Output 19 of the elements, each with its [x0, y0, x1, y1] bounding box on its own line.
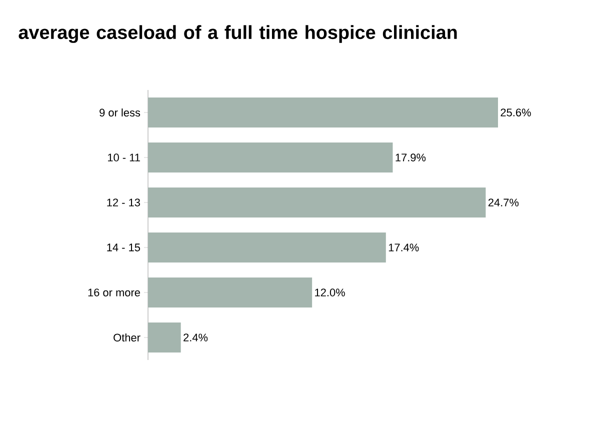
data-label: 17.9% [396, 154, 426, 162]
y-tick-label: 16 or more [88, 288, 140, 296]
y-tick-label: 12 - 13 [107, 198, 140, 206]
data-label: 25.6% [500, 108, 531, 116]
y-tick-label: 10 - 11 [108, 154, 140, 162]
bar [148, 277, 312, 308]
chart-title: average caseload of a full time hospice clinician [18, 25, 457, 43]
bar [148, 232, 386, 262]
data-label: 12.0% [315, 288, 345, 296]
bar [148, 97, 498, 128]
y-tick-label: Other [114, 333, 140, 342]
bar [148, 142, 393, 172]
data-label: 17.4% [388, 244, 419, 252]
y-tick-label: 14 - 15 [107, 244, 140, 252]
bar [148, 187, 486, 218]
data-label: 2.4% [184, 334, 208, 342]
y-tick-label: 9 or less [100, 108, 140, 117]
data-label: 24.7% [488, 198, 519, 206]
bar [148, 322, 181, 352]
